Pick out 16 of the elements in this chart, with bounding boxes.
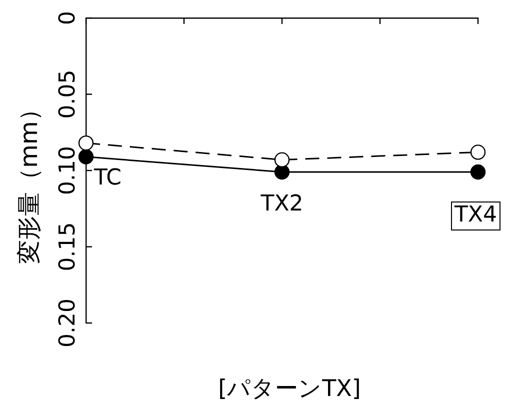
y-tick-label: 0 <box>56 11 81 25</box>
point <box>274 164 290 180</box>
point <box>470 144 486 160</box>
y-tick-label: 0.05 <box>56 70 81 119</box>
y-tick-label: 0.15 <box>56 222 81 272</box>
x-tick-label: TX2 <box>260 192 304 217</box>
y-axis-title: 変形量（mm） <box>15 97 44 264</box>
point <box>78 149 94 164</box>
y-tick-label: 0.20 <box>56 298 81 348</box>
y-tick-label: 0.10 <box>56 146 81 195</box>
point <box>78 135 94 151</box>
x-tick-label: TC <box>93 165 122 190</box>
point <box>470 164 486 180</box>
x-tick-label: TX4 <box>453 202 498 228</box>
x-axis-title: [パターンTX] <box>218 376 361 402</box>
point <box>274 152 290 168</box>
